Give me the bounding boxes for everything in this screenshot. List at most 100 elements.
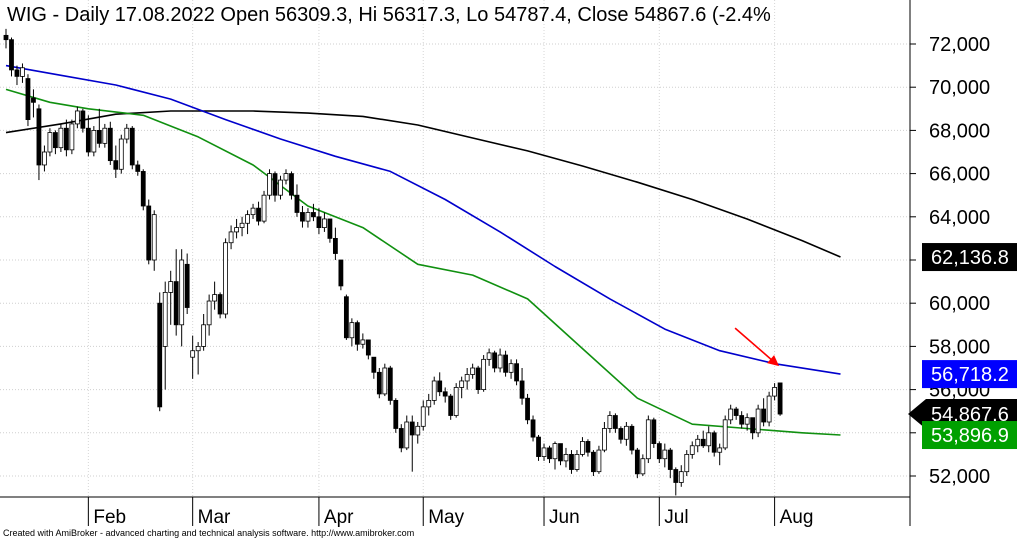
candle — [602, 422, 607, 453]
candle-body — [14, 69, 20, 77]
candle — [387, 365, 393, 405]
candle — [80, 108, 86, 133]
candle — [409, 415, 415, 472]
candle — [316, 208, 322, 235]
candle-body — [393, 399, 399, 429]
candle-body — [190, 350, 196, 358]
candle-body — [596, 449, 602, 473]
candle — [475, 365, 481, 394]
candle — [393, 398, 399, 433]
candle — [239, 216, 245, 237]
candle — [739, 411, 745, 429]
candle-body — [151, 214, 157, 261]
candle — [541, 443, 547, 461]
candle — [612, 413, 618, 433]
candle — [151, 210, 157, 271]
candle — [223, 238, 229, 319]
candle — [508, 359, 514, 379]
candle — [9, 37, 14, 77]
candle-body — [124, 127, 130, 140]
candle-body — [20, 67, 25, 77]
candle-body — [31, 97, 36, 103]
candle-body — [382, 367, 388, 395]
candle-body — [278, 179, 283, 196]
candle — [503, 350, 508, 377]
candle-body — [761, 408, 767, 423]
candle-body — [69, 123, 75, 151]
candle — [706, 426, 712, 453]
candle — [31, 89, 36, 118]
candle — [168, 270, 174, 325]
candle-body — [607, 415, 613, 429]
candle — [711, 430, 717, 457]
candle-body — [552, 443, 558, 460]
candle-body — [80, 110, 86, 129]
candle — [107, 121, 113, 165]
candle — [629, 424, 635, 455]
candle — [267, 169, 272, 200]
candle — [695, 434, 701, 453]
candle-body — [343, 296, 349, 339]
candle — [766, 391, 772, 427]
candle — [618, 426, 624, 444]
candle — [190, 335, 196, 379]
candle-body — [245, 214, 250, 224]
candle — [728, 404, 734, 425]
price-tag-box — [922, 421, 1017, 450]
candle — [519, 368, 525, 405]
candle — [157, 292, 163, 412]
candle-body — [453, 387, 459, 416]
price-tag-box — [922, 243, 1017, 272]
candle-body — [387, 367, 393, 401]
candle-body — [217, 294, 223, 315]
candle-body — [201, 324, 207, 347]
candle-body — [541, 447, 547, 457]
candle-body — [442, 391, 448, 397]
candle — [453, 383, 459, 418]
candle-body — [689, 445, 695, 455]
candle — [261, 190, 267, 224]
candle-body — [766, 395, 772, 423]
candle-body — [706, 432, 712, 447]
candle-body — [448, 395, 454, 416]
candle-body — [645, 419, 651, 460]
y-tick-label: 64,000 — [929, 207, 990, 229]
candle-body — [267, 173, 272, 196]
candle — [322, 212, 327, 232]
candle — [772, 383, 777, 401]
candle-body — [223, 242, 229, 315]
candle — [651, 417, 657, 448]
candle-body — [140, 171, 146, 207]
moving-averages — [5, 64, 841, 436]
candle — [124, 123, 130, 144]
candle — [645, 415, 651, 464]
candle-body — [629, 425, 635, 451]
candle-body — [574, 453, 580, 470]
candle — [662, 443, 668, 468]
candle — [486, 348, 492, 366]
candle-body — [481, 358, 487, 390]
candle — [536, 434, 541, 461]
candle-body — [228, 231, 234, 244]
candle — [497, 348, 503, 373]
candle-body — [53, 132, 58, 149]
x-tick-label: Apr — [324, 507, 354, 528]
candle — [376, 368, 382, 399]
candle-body — [585, 441, 591, 453]
candle — [398, 424, 404, 453]
candle — [96, 108, 102, 148]
candle — [300, 206, 305, 228]
candle-body — [239, 222, 245, 228]
candle-body — [733, 408, 739, 416]
candle — [426, 393, 432, 416]
candle-body — [717, 447, 723, 453]
candle — [591, 450, 596, 476]
candle — [547, 445, 552, 464]
candle-body — [558, 443, 563, 462]
candle-body — [360, 339, 366, 345]
candle-body — [129, 127, 135, 166]
candle-body — [349, 322, 355, 339]
candle-body — [354, 322, 360, 345]
candle-body — [525, 397, 530, 421]
